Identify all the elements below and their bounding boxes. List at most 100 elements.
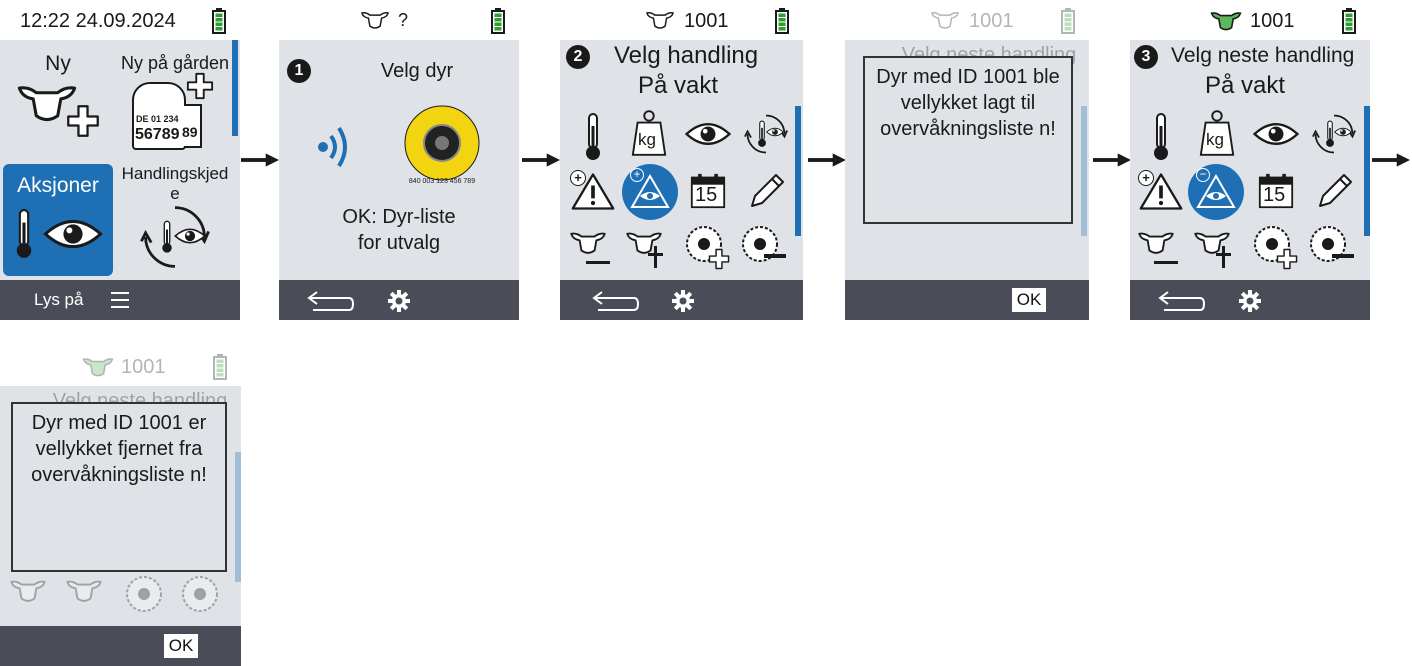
confirmation-dialog: Dyr med ID 1001 er vellykket fjernet fra… (11, 402, 227, 572)
scrollbar (235, 452, 241, 582)
settings-gear-icon[interactable] (387, 289, 411, 313)
weight-icon[interactable]: kg (1198, 108, 1236, 158)
clock: 12:22 24.09.2024 (20, 10, 176, 32)
screen-choose-action: 1001 2 Velg handling På vakt kg + + (560, 0, 803, 320)
dimmed-background: Velg neste handling Dyr med ID 1001 ble … (845, 40, 1089, 280)
tile-new-on-farm[interactable]: Ny på gården DE 01 234 56789 89 (118, 40, 232, 160)
animal-id: 1001 (121, 356, 166, 378)
eye-icon (41, 216, 105, 252)
temperature-cycle-icon[interactable] (744, 112, 788, 156)
weight-icon[interactable]: kg (630, 108, 668, 158)
bottom-bar (279, 280, 519, 320)
flow-arrow-icon (241, 153, 279, 167)
flow-arrow-icon (522, 153, 560, 167)
plus-icon (66, 104, 100, 138)
settings-gear-icon[interactable] (1238, 289, 1262, 313)
back-icon[interactable] (1156, 288, 1206, 312)
plus-icon (186, 72, 214, 100)
ok-button[interactable]: OK (164, 634, 198, 658)
bottom-bar: OK (845, 280, 1089, 320)
thermometer-icon[interactable] (582, 112, 604, 162)
temperature-cycle-icon[interactable] (1312, 112, 1356, 156)
cow-remove-icon[interactable] (1136, 230, 1182, 272)
ear-tag-button-icon (404, 105, 480, 181)
home-menu: Ny Ny på gården DE 01 234 56789 89 Aksjo… (0, 40, 240, 280)
tag-remove-icon[interactable] (1308, 224, 1356, 272)
eye-icon[interactable] (1252, 120, 1300, 148)
step-subtitle: På vakt (638, 72, 719, 99)
warning-add-icon[interactable]: + (570, 170, 616, 212)
dead-cow-icon[interactable] (624, 230, 670, 272)
cow-remove-icon[interactable] (568, 230, 614, 272)
pencil-icon[interactable] (746, 172, 786, 212)
bottom-bar (560, 280, 803, 320)
eye-icon (174, 226, 206, 246)
back-icon[interactable] (590, 288, 640, 312)
thermometer-icon[interactable] (1150, 112, 1172, 162)
watch-remove-icon[interactable]: − (1188, 164, 1244, 220)
status-bar: 12:22 24.09.2024 (0, 0, 240, 40)
confirmation-dialog: Dyr med ID 1001 ble vellykket lagt til o… (863, 56, 1073, 224)
scrollbar[interactable] (232, 40, 238, 136)
screen-added-to-watchlist: 1001 Velg neste handling Dyr med ID 1001… (845, 0, 1089, 320)
dialog-message: Dyr med ID 1001 ble vellykket lagt til o… (876, 66, 1060, 140)
tile-action-chain-label: Handlingskjede (121, 164, 229, 203)
flow-arrow-icon (808, 153, 846, 167)
dialog-message: Dyr med ID 1001 er vellykket fjernet fra… (31, 412, 207, 486)
warning-add-icon[interactable]: + (1138, 170, 1184, 212)
scrollbar[interactable] (1364, 106, 1370, 236)
eye-icon[interactable] (684, 120, 732, 148)
action-grid: 2 Velg handling På vakt kg + + 15 (560, 40, 803, 280)
battery-icon (1061, 8, 1075, 34)
animal-id: 1001 (684, 10, 729, 32)
tile-new[interactable]: Ny (0, 40, 116, 160)
cow-icon (644, 10, 676, 32)
settings-gear-icon[interactable] (671, 289, 695, 313)
bottom-bar: Lys på (0, 280, 240, 320)
status-bar: ? (279, 0, 519, 40)
thermometer-icon (13, 208, 35, 260)
rfid-signal-icon (318, 126, 347, 168)
watch-add-icon[interactable]: + (622, 164, 678, 220)
calendar-icon[interactable]: 15 (690, 172, 726, 210)
ear-tag-back: 89 (182, 104, 202, 148)
cow-watch-icon (1210, 12, 1242, 31)
battery-icon (775, 8, 789, 34)
tag-remove-icon[interactable] (740, 224, 788, 272)
tag-add-icon[interactable] (1252, 224, 1300, 272)
tile-actions[interactable]: Aksjoner (3, 164, 113, 276)
ear-tag-icon: DE 01 234 56789 (132, 82, 186, 150)
ok-button[interactable]: OK (1012, 288, 1046, 312)
tile-action-chain[interactable]: Handlingskjede (118, 164, 232, 276)
step-title: Velg neste handling (1171, 44, 1355, 67)
ear-tag-number: 840 003 123 456 789 (408, 178, 476, 185)
light-on-label[interactable]: Lys på (34, 290, 84, 309)
screen-choose-next-action: 1001 3 Velg neste handling På vakt kg + … (1130, 0, 1370, 320)
animal-id: 1001 (1250, 10, 1295, 32)
scrollbar (1081, 106, 1087, 236)
menu-icon[interactable] (111, 292, 129, 308)
status-bar: 1001 (0, 346, 241, 386)
pencil-icon[interactable] (1314, 172, 1354, 212)
scrollbar[interactable] (795, 106, 801, 236)
tag-add-icon[interactable] (684, 224, 732, 272)
thermometer-icon (160, 220, 174, 254)
tile-new-on-farm-label: Ny på gården (120, 53, 230, 73)
flow-arrow-icon (1372, 153, 1410, 167)
screen-select-animal: ? 1 Velg dyr 840 003 123 456 789 OK: Dyr… (279, 0, 519, 320)
step-number: 3 (1134, 45, 1158, 69)
step-number: 2 (566, 45, 590, 69)
dead-cow-icon[interactable] (1192, 230, 1238, 272)
dimmed-background: Velg neste handling Dyr med ID 1001 er v… (0, 386, 241, 626)
bottom-bar: OK (0, 626, 241, 666)
battery-icon (491, 8, 505, 34)
tile-actions-label: Aksjoner (17, 174, 99, 197)
hint-text: OK: Dyr-liste for utvalg (342, 206, 456, 254)
cow-watch-icon (929, 10, 961, 32)
animal-id: ? (398, 10, 409, 30)
step-number: 1 (287, 59, 311, 83)
calendar-icon[interactable]: 15 (1258, 172, 1294, 210)
screen-removed-from-watchlist: 1001 Velg neste handling Dyr med ID 1001… (0, 346, 241, 666)
back-icon[interactable] (305, 288, 355, 312)
screen-home: 12:22 24.09.2024 Ny Ny på gården DE 01 2… (0, 0, 240, 320)
